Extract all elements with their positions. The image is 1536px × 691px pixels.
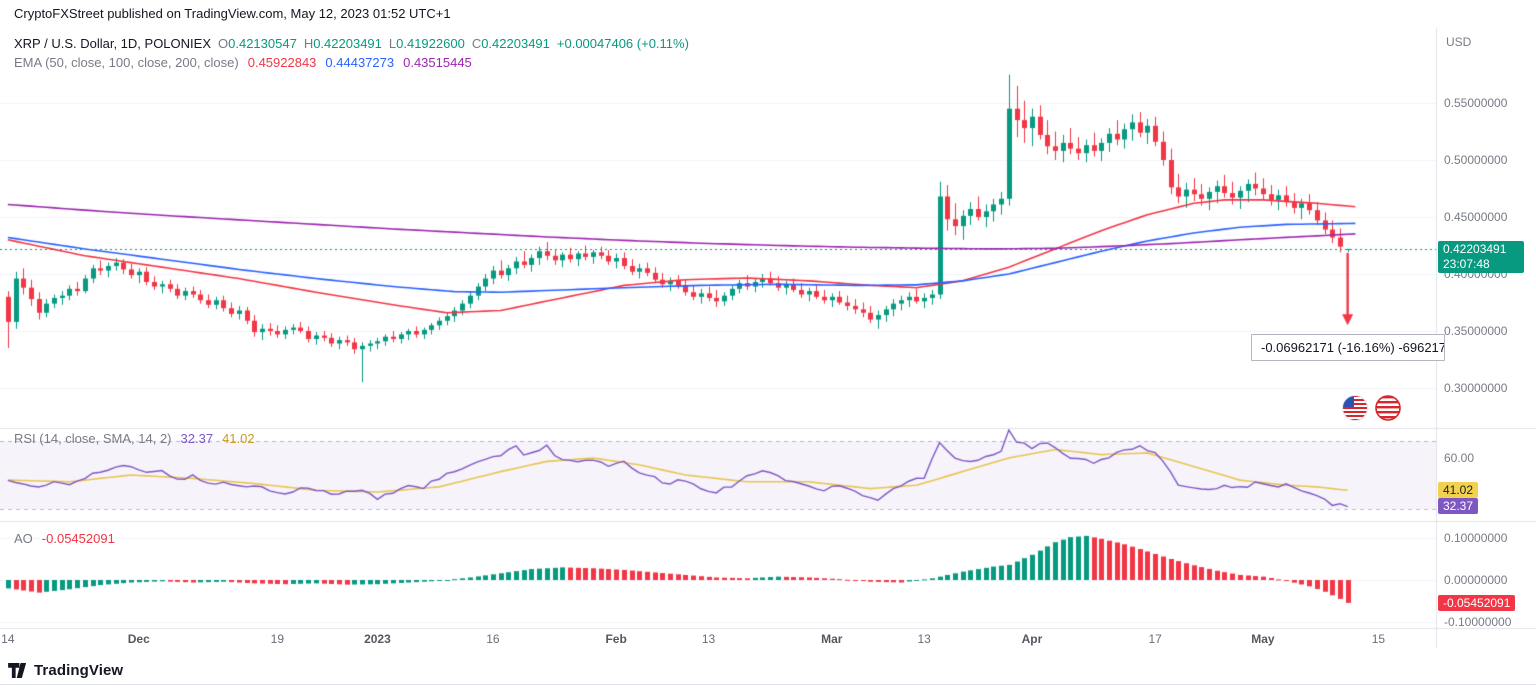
ema-legend-title[interactable]: EMA (50, close, 100, close, 200, close) (14, 55, 239, 70)
ao-tick: 0.00000000 (1444, 573, 1508, 587)
candle-countdown: 23:07:48 (1443, 257, 1490, 271)
ao-tick: 0.10000000 (1444, 531, 1508, 545)
rsi-ma-badge: 41.02 (1438, 482, 1479, 498)
price-tick: 0.45000000 (1444, 210, 1508, 224)
time-label: 13 (701, 632, 716, 646)
high-value: 0.42203491 (313, 36, 382, 51)
time-label: 16 (486, 632, 500, 646)
ao-value: -0.05452091 (41, 531, 115, 546)
rsi-value: 32.37 (180, 431, 214, 446)
ema200-value: 0.43515445 (403, 55, 472, 70)
time-label: Dec (127, 632, 150, 646)
time-label: 15 (1371, 632, 1386, 646)
time-label: 19 (270, 632, 285, 646)
price-tick: 0.35000000 (1444, 324, 1508, 338)
open-value: 0.42130547 (228, 36, 297, 51)
tradingview-wordmark[interactable]: TradingView (34, 662, 124, 679)
ao-legend[interactable]: AO -0.05452091 (14, 531, 115, 546)
rsi-legend-title[interactable]: RSI (14, close, SMA, 14, 2) (14, 431, 172, 446)
footer-brand[interactable]: TradingView (8, 662, 123, 679)
price-tick: 0.50000000 (1444, 153, 1508, 167)
low-label: L (388, 36, 397, 51)
us-flag-icon (1342, 395, 1368, 421)
ao-value-badge: -0.05452091 (1438, 595, 1516, 611)
time-label: Mar (821, 632, 843, 646)
close-value: 0.42203491 (481, 36, 550, 51)
ao-tick: -0.10000000 (1444, 615, 1512, 629)
rsi-ma-value: 41.02 (222, 431, 255, 446)
last-price-badge: 0.42203491 23:07:48 (1438, 241, 1524, 273)
last-price-value: 0.42203491 (1443, 242, 1507, 256)
price-scale-currency: USD (1446, 35, 1472, 49)
time-label: Apr (1021, 632, 1043, 646)
change-value: +0.00047406 (+0.11%) (556, 36, 689, 51)
price-tick: 0.55000000 (1444, 96, 1508, 110)
time-label: May (1251, 632, 1275, 646)
rsi-tick: 60.00 (1444, 451, 1475, 465)
rsi-value-badge: 32.37 (1438, 498, 1479, 514)
low-value: 0.41922600 (396, 36, 465, 51)
time-label: 14 (1, 632, 15, 646)
rsi-legend[interactable]: RSI (14, close, SMA, 14, 2) 32.37 41.02 (14, 431, 255, 446)
time-label: 17 (1148, 632, 1162, 646)
close-label: C (471, 36, 482, 51)
ema100-value: 0.44437273 (325, 55, 395, 70)
stripes-flag-icon (1375, 395, 1401, 421)
measurement-label[interactable]: -0.06962171 (-16.16%) -696217 (1251, 334, 1445, 361)
tradingview-logo-icon (8, 663, 27, 678)
symbol-legend[interactable]: XRP / U.S. Dollar, 1D, POLONIEX O0.421305… (14, 36, 689, 51)
ema-legend[interactable]: EMA (50, close, 100, close, 200, close) 0… (14, 55, 472, 70)
open-label: O (218, 36, 229, 51)
symbol-flags (1342, 395, 1401, 421)
ao-legend-title[interactable]: AO (14, 531, 33, 546)
time-label: 13 (917, 632, 931, 646)
time-label: Feb (605, 632, 627, 646)
ema50-value: 0.45922843 (247, 55, 317, 70)
price-tick: 0.30000000 (1444, 381, 1508, 395)
time-label: 2023 (364, 632, 391, 646)
symbol-title[interactable]: XRP / U.S. Dollar, 1D, POLONIEX (14, 36, 211, 51)
attribution-text: CryptoFXStreet published on TradingView.… (14, 6, 451, 21)
high-label: H (303, 36, 314, 51)
footer-divider (0, 684, 1536, 685)
